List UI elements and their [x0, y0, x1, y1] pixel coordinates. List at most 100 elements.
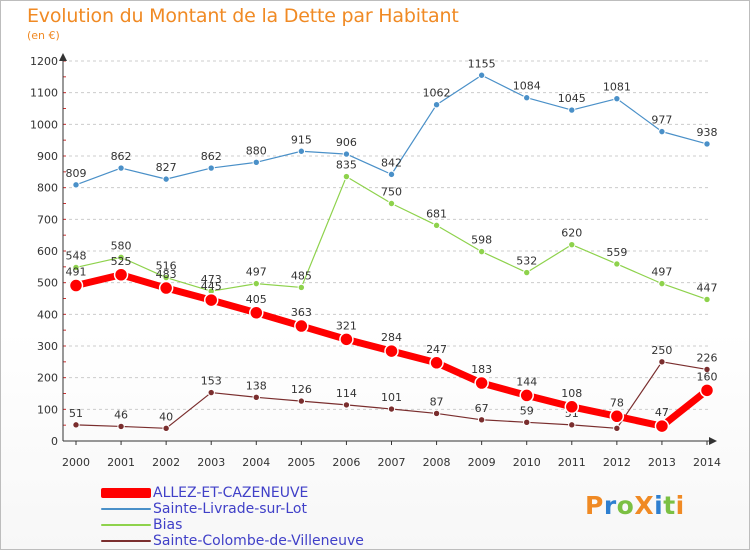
x-tick-label: 2013: [648, 456, 676, 469]
data-label: 153: [201, 375, 222, 388]
data-point: [609, 409, 625, 424]
y-tick-label: 0: [51, 435, 58, 448]
data-point: [568, 240, 576, 249]
data-point: [613, 94, 621, 103]
data-label: 862: [111, 150, 132, 163]
data-label: 548: [66, 249, 87, 262]
x-tick-label: 2012: [603, 456, 631, 469]
data-point: [203, 292, 219, 308]
x-tick-label: 2006: [332, 456, 360, 469]
data-point: [297, 283, 306, 292]
data-point: [703, 365, 711, 374]
data-label: 835: [336, 159, 357, 172]
data-point: [654, 418, 670, 434]
data-label: 580: [111, 239, 132, 252]
data-point: [117, 164, 125, 172]
data-label: 126: [291, 383, 312, 396]
data-label: 321: [336, 319, 357, 332]
data-point: [387, 199, 396, 208]
data-point: [117, 253, 125, 262]
y-tick-label: 900: [37, 150, 58, 163]
y-tick-label: 800: [37, 182, 58, 195]
data-point: [342, 172, 351, 181]
x-tick-label: 2009: [468, 456, 496, 469]
data-point: [474, 375, 489, 391]
legend-item: Sainte-Livrade-sur-Lot: [101, 501, 364, 517]
data-point: [207, 388, 215, 397]
data-label: 183: [471, 363, 492, 376]
data-label: 1062: [423, 87, 451, 100]
x-tick-label: 2002: [152, 456, 180, 469]
data-point: [162, 175, 170, 183]
data-label: 78: [610, 396, 624, 409]
data-point: [252, 158, 260, 167]
data-label: 87: [430, 395, 444, 408]
data-point: [72, 181, 80, 189]
data-point: [387, 405, 396, 413]
data-label: 473: [201, 273, 222, 286]
data-label: 497: [651, 266, 672, 279]
data-label: 1081: [603, 81, 631, 94]
data-point: [429, 355, 444, 371]
data-label: 915: [291, 133, 312, 146]
data-point: [113, 267, 129, 282]
data-point: [342, 401, 351, 409]
data-label: 250: [651, 344, 672, 357]
data-label: 532: [516, 255, 537, 268]
data-point: [477, 71, 486, 79]
data-label: 681: [426, 207, 447, 220]
data-point: [658, 127, 666, 136]
data-label: 247: [426, 343, 447, 356]
data-point: [477, 416, 486, 424]
data-label: 750: [381, 186, 402, 199]
data-label: 483: [156, 268, 177, 281]
x-tick-label: 2004: [242, 456, 270, 469]
x-axis-arrow: [709, 437, 717, 445]
legend-swatch: [101, 508, 151, 510]
data-label: 809: [66, 167, 87, 180]
y-tick-label: 300: [37, 340, 58, 353]
data-label: 1045: [558, 92, 586, 105]
data-point: [249, 305, 264, 320]
data-label: 445: [201, 280, 222, 293]
data-label: 51: [69, 407, 83, 420]
data-point: [297, 397, 306, 405]
data-label: 447: [697, 281, 718, 294]
data-point: [342, 150, 351, 158]
x-tick-label: 2011: [558, 456, 586, 469]
data-point: [117, 422, 125, 431]
data-point: [158, 280, 174, 296]
x-tick-label: 2001: [107, 456, 135, 469]
legend-swatch: [101, 488, 151, 498]
chart-unit-label: (en €): [27, 29, 60, 42]
data-point: [432, 221, 441, 230]
y-tick-label: 500: [37, 277, 58, 290]
y-tick-label: 1100: [30, 87, 58, 100]
data-label: 46: [114, 408, 128, 421]
data-label: 226: [697, 351, 718, 364]
x-tick-label: 2014: [693, 456, 721, 469]
x-tick-label: 2008: [423, 456, 451, 469]
x-tick-label: 2003: [197, 456, 225, 469]
data-label: 862: [201, 150, 222, 163]
legend-item: Sainte-Colombe-de-Villeneuve: [101, 533, 364, 549]
y-tick-label: 400: [37, 308, 58, 321]
data-label: 1084: [513, 80, 541, 93]
data-point: [294, 318, 309, 334]
legend-label: Bias: [153, 517, 183, 533]
data-label: 906: [336, 136, 357, 149]
legend-swatch: [101, 540, 151, 542]
data-point: [252, 279, 260, 288]
data-point: [297, 147, 306, 155]
data-point: [568, 106, 576, 114]
data-point: [477, 247, 486, 256]
x-tick-label: 2010: [513, 456, 541, 469]
data-point: [613, 260, 621, 268]
data-point: [384, 343, 399, 359]
chart-title: Evolution du Montant de la Dette par Hab…: [27, 5, 459, 27]
data-point: [207, 164, 215, 172]
data-label: 114: [336, 387, 357, 400]
data-point: [432, 409, 441, 418]
data-label: 497: [246, 266, 267, 279]
data-label: 598: [471, 234, 492, 247]
